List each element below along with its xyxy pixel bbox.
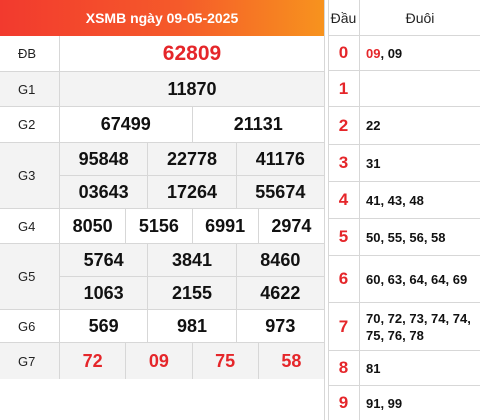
loto-header: Đầu Đuôi — [328, 0, 480, 36]
prize-number: 5764 — [60, 244, 149, 276]
tail-column-title: Đuôi — [405, 10, 435, 26]
prize-label: G6 — [0, 310, 60, 342]
prize-label: G7 — [0, 343, 60, 379]
head-digit: 2 — [328, 107, 360, 144]
tail-values: 09, 09 — [366, 36, 476, 70]
head-digit: 8 — [328, 351, 360, 385]
head-digit: 9 — [328, 386, 360, 420]
prize-number: 2155 — [148, 277, 237, 309]
prize-row-g7: G7 72 09 75 58 — [0, 343, 324, 379]
tail-text: 31 — [366, 155, 381, 171]
results-title: XSMB ngày 09-05-2025 — [0, 0, 324, 36]
special-prize-number: 62809 — [162, 41, 222, 65]
loto-row: 8 81 — [328, 351, 480, 386]
prize-row-g1: G1 11870 — [0, 72, 324, 107]
prize-label: G4 — [0, 209, 60, 243]
table-divider — [328, 0, 329, 420]
prize-number: 8050 — [60, 209, 127, 243]
prize-number: 41176 — [255, 148, 305, 169]
prize-row-g3: G3 95848 22778 41176 03643 17264 55674 — [0, 143, 324, 209]
prize-number: 09 — [126, 343, 193, 379]
special-tail-value: 09 — [366, 45, 381, 61]
prize-label: G2 — [0, 107, 60, 142]
prize-number: 11870 — [167, 78, 217, 99]
prize-number: 569 — [60, 310, 149, 342]
tail-text: 50, 55, 56, 58 — [366, 229, 446, 245]
prize-number: 2974 — [271, 215, 312, 236]
head-digit: 3 — [328, 145, 360, 181]
loto-row: 5 50, 55, 56, 58 — [328, 219, 480, 256]
tail-text: , 09 — [380, 45, 403, 61]
prize-label: G5 — [0, 244, 60, 309]
head-digit: 7 — [328, 303, 360, 350]
loto-row: 2 22 — [328, 107, 480, 145]
head-digit: 6 — [328, 256, 360, 302]
prize-number: 67499 — [60, 107, 193, 142]
loto-row: 9 91, 99 — [328, 386, 480, 420]
prize-number: 75 — [193, 343, 259, 379]
prize-row-g2: G2 67499 21131 — [0, 107, 324, 143]
head-digit: 0 — [328, 36, 360, 70]
tail-text: 91, 99 — [366, 395, 403, 411]
loto-row: 3 31 — [328, 145, 480, 182]
prize-number: 6991 — [193, 209, 259, 243]
tail-text: 81 — [366, 360, 381, 376]
loto-row: 6 60, 63, 64, 64, 69 — [328, 256, 480, 303]
tail-text: 22 — [366, 118, 381, 133]
head-digit: 1 — [328, 71, 360, 106]
tail-text: 41, 43, 48 — [366, 192, 424, 208]
head-column-title: Đầu — [328, 0, 360, 36]
tail-text: 70, 72, 73, 74, 74, 75, 76, 78 — [366, 310, 471, 343]
prize-number: 5156 — [126, 209, 193, 243]
prize-number: 981 — [148, 310, 237, 342]
prize-number: 3841 — [148, 244, 237, 276]
prize-number: 03643 — [60, 176, 149, 208]
loto-row: 4 41, 43, 48 — [328, 182, 480, 219]
prize-number: 58 — [281, 350, 302, 371]
prize-number: 8460 — [260, 249, 301, 270]
tail-text — [366, 71, 476, 106]
prize-row-g6: G6 569 981 973 — [0, 310, 324, 343]
prize-number: 973 — [265, 315, 296, 336]
prize-number: 4622 — [260, 282, 301, 303]
loto-table: Đầu Đuôi 0 09, 09 1 2 22 3 31 4 41, 43, … — [328, 0, 480, 420]
prize-row-db: ĐB 62809 — [0, 36, 324, 72]
prize-number: 17264 — [148, 176, 237, 208]
prize-label: G3 — [0, 143, 60, 208]
prize-number: 22778 — [148, 143, 237, 175]
head-digit: 5 — [328, 219, 360, 255]
loto-row: 1 — [328, 71, 480, 107]
loto-row: 0 09, 09 — [328, 36, 480, 71]
prize-number: 1063 — [60, 277, 149, 309]
results-table: XSMB ngày 09-05-2025 ĐB 62809 G1 11870 G… — [0, 0, 324, 379]
prize-row-g5: G5 5764 3841 8460 1063 2155 4622 — [0, 244, 324, 310]
prize-number: 21131 — [233, 114, 283, 134]
prize-label: ĐB — [0, 36, 60, 71]
prize-number: 55674 — [255, 181, 306, 202]
loto-row: 7 70, 72, 73, 74, 74, 75, 76, 78 — [328, 303, 480, 351]
table-divider — [324, 0, 325, 420]
tail-text: 60, 63, 64, 64, 69 — [366, 271, 468, 287]
prize-row-g4: G4 8050 5156 6991 2974 — [0, 209, 324, 244]
prize-label: G1 — [0, 72, 60, 106]
head-digit: 4 — [328, 182, 360, 218]
prize-number: 72 — [60, 343, 127, 379]
prize-number: 95848 — [60, 143, 149, 175]
